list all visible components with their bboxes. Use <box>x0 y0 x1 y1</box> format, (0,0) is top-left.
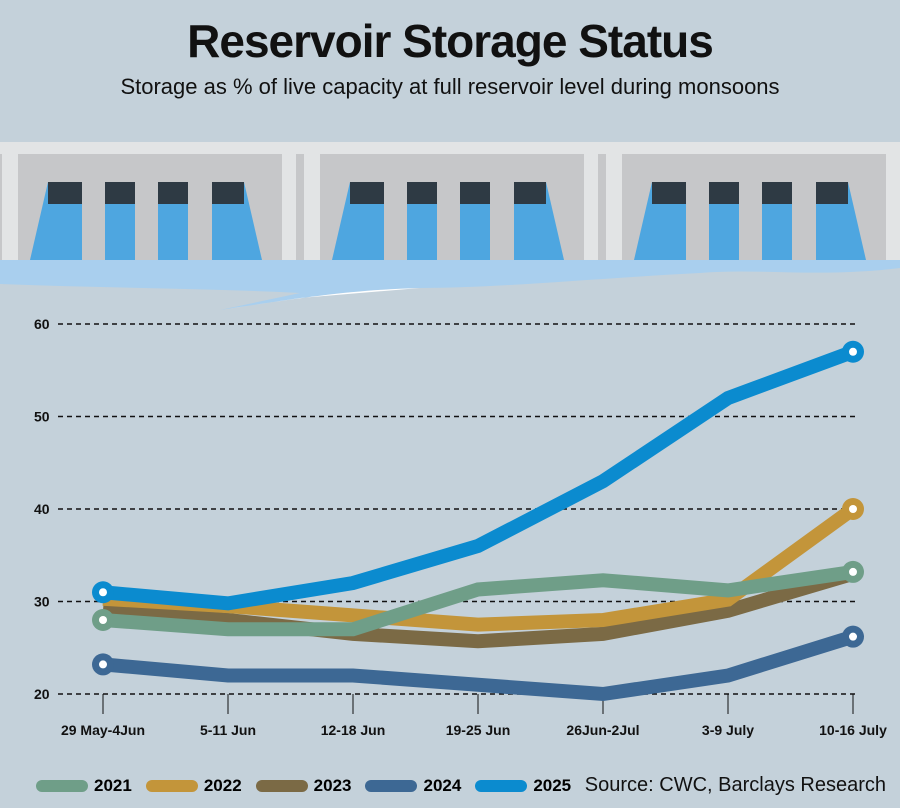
y-tick-label: 20 <box>34 686 50 702</box>
legend-item-2023: 2023 <box>255 776 352 796</box>
dam-illustration <box>0 142 900 310</box>
legend-label: 2023 <box>313 776 352 795</box>
x-tick-label: 5-11 Jun <box>200 722 256 738</box>
legend-label: 2022 <box>203 776 242 795</box>
legend-item-2022: 2022 <box>145 776 242 796</box>
y-tick-label: 50 <box>34 409 50 425</box>
x-tick-label: 29 May-4Jun <box>61 722 145 738</box>
series-line-2024 <box>102 629 856 702</box>
legend-swatch <box>255 780 308 792</box>
y-tick-label: 30 <box>34 594 50 610</box>
x-tick-label: 10-16 July <box>819 722 887 738</box>
y-tick-label: 40 <box>34 501 50 517</box>
legend-swatch <box>475 780 528 792</box>
legend-item-2025: 2025 <box>475 776 571 796</box>
y-tick-label: 60 <box>34 316 50 332</box>
data-point-center <box>849 632 857 641</box>
x-tick-label: 3-9 July <box>702 722 754 738</box>
legend-label: 2021 <box>94 776 132 795</box>
data-point-center <box>99 660 107 669</box>
legend-swatch <box>145 780 198 792</box>
x-tick-label: 26Jun-2Jul <box>566 722 639 738</box>
legend-swatch <box>36 780 88 792</box>
source-note: Source: CWC, Barclays Research <box>584 774 886 796</box>
legend-label: 2024 <box>423 776 462 795</box>
chart-title: Reservoir Storage Status <box>187 15 714 67</box>
legend-item-2021: 2021 <box>36 776 132 796</box>
legend: 2021 2022 2023 2024 2025 <box>36 776 571 796</box>
series-line-2021 <box>102 564 855 637</box>
series-line-2025 <box>102 345 856 611</box>
data-point-center <box>849 505 857 513</box>
legend-swatch <box>365 780 418 792</box>
data-point-center <box>99 588 107 597</box>
legend-label: 2025 <box>533 776 572 795</box>
line-chart: 20 30 40 50 60 29 May-4Jun 5-11 Jun 12-18 Jun 19… <box>34 316 887 738</box>
legend-item-2024: 2024 <box>365 776 461 796</box>
data-point-center <box>99 616 107 624</box>
x-tick-label: 12-18 Jun <box>321 722 386 738</box>
chart-subtitle: Storage as % of live capacity at full re… <box>120 74 780 99</box>
x-tick-label: 19-25 Jun <box>446 722 511 738</box>
data-point-center <box>849 347 857 356</box>
series-line-2023 <box>102 567 855 649</box>
data-point-center <box>849 567 857 576</box>
